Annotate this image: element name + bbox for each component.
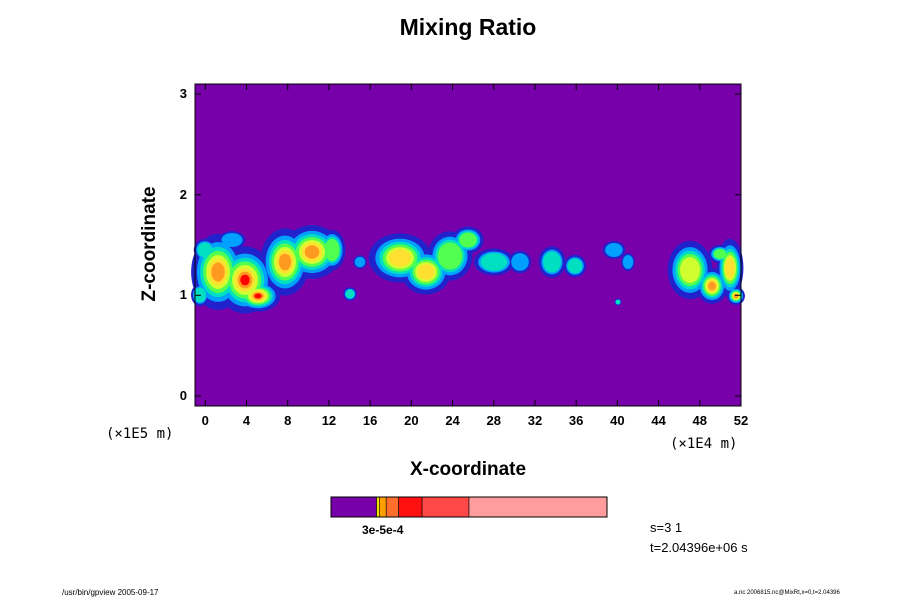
concentration-band-1	[354, 256, 366, 268]
y-tick-label: 1	[179, 287, 187, 303]
y-scale-factor: (×1E5 m)	[106, 426, 174, 442]
x-tick-marks	[204, 84, 742, 406]
x-tick-label: 16	[362, 413, 378, 428]
y-tick-label: 3	[179, 86, 187, 102]
concentration-band-3	[437, 242, 463, 270]
colorbar-segment	[385, 496, 399, 518]
y-tick-label: 0	[179, 387, 187, 403]
x-tick-label: 40	[610, 413, 625, 428]
concentration-band-6	[708, 281, 716, 291]
concentration-band-2	[197, 242, 213, 258]
colorbar-segment	[378, 496, 387, 518]
concentration-band-1	[622, 254, 634, 270]
colorbar	[330, 496, 608, 518]
colorbar-segment	[330, 496, 377, 518]
x-tick-label: 8	[284, 413, 292, 428]
x-tick-label: 32	[527, 413, 543, 428]
y-axis-label: Z-coordinate	[139, 186, 160, 302]
mixing-ratio-field	[191, 225, 745, 314]
concentration-band-1	[605, 242, 623, 258]
x-tick-label: 48	[692, 413, 708, 428]
concentration-band-2	[543, 251, 561, 273]
colorbar-frame	[330, 496, 608, 518]
concentration-band-7	[254, 293, 262, 299]
concentration-band-1	[221, 232, 243, 248]
colorbar-label: 3e-5e-4	[362, 523, 404, 537]
concentration-band-6	[211, 262, 225, 282]
concentration-band-4	[680, 257, 700, 283]
concentration-band-5	[725, 257, 735, 279]
concentration-band-1	[511, 253, 529, 271]
plot-frame	[194, 83, 742, 407]
colorbar-segment	[376, 496, 380, 518]
step-readout: s=3 1	[650, 520, 683, 535]
concentration-band-2	[615, 299, 621, 305]
footer-source: a.nc 2006815.nc@MixRt,x=0,t=2.04396	[734, 590, 840, 596]
x-tick-label: 20	[404, 413, 419, 428]
x-tick-label: 52	[733, 413, 749, 428]
concentration-band-3	[713, 249, 727, 259]
concentration-band-6	[733, 293, 739, 299]
concentration-band-7	[240, 274, 250, 286]
colorbar-segment	[421, 496, 470, 518]
x-tick-label: 0	[201, 413, 209, 428]
x-tick-label: 4	[242, 413, 251, 428]
x-scale-factor: (×1E4 m)	[670, 436, 738, 452]
x-tick-label: 36	[568, 413, 584, 428]
y-tick-marks	[195, 93, 741, 397]
concentration-band-6	[304, 245, 320, 259]
concentration-band-6	[278, 253, 292, 271]
x-tick-label: 28	[486, 413, 501, 428]
chart-title: Mixing Ratio	[399, 14, 537, 40]
y-tick-label: 2	[179, 186, 187, 202]
x-tick-label: 44	[651, 413, 666, 428]
colorbar-segment	[398, 496, 423, 518]
colorbar-segment	[468, 496, 608, 518]
x-tick-label: 12	[321, 413, 337, 428]
x-tick-label: 24	[445, 413, 460, 428]
concentration-band-2	[567, 258, 583, 274]
x-axis-label: X-coordinate	[409, 459, 527, 480]
concentration-band-3	[459, 232, 477, 248]
concentration-band-5	[389, 249, 411, 267]
concentration-band-5	[417, 264, 435, 280]
footer-command: /usr/bin/gpview 2005-09-17	[62, 588, 159, 597]
concentration-band-2	[480, 253, 508, 271]
time-readout: t=2.04396e+06 s	[650, 540, 748, 555]
concentration-band-2	[345, 289, 355, 299]
concentration-band-3	[324, 238, 340, 262]
